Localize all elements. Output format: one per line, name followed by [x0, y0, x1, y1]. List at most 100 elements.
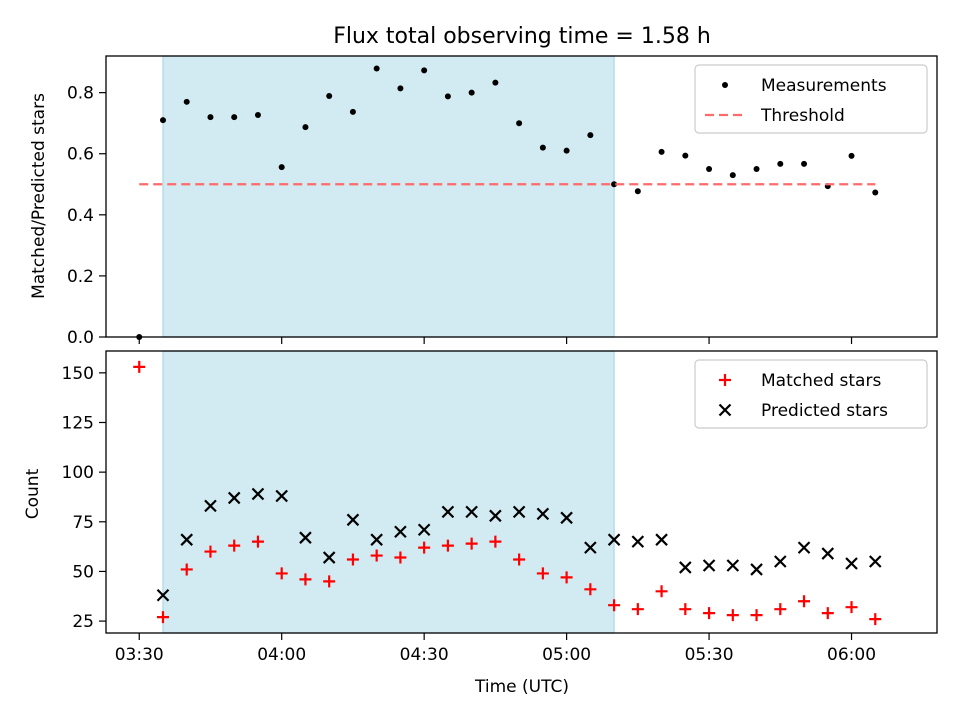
legend-label: Threshold: [760, 106, 845, 126]
measurement-point: [468, 89, 475, 96]
measurement-point: [611, 181, 618, 188]
bottom-panel: 25 50 75 100 125 150 03:30 04:00 04:30 05:00 05:30…: [62, 350, 938, 665]
matched-star-marker: [180, 563, 193, 576]
matched-star-marker: [655, 585, 668, 598]
plot-frame: [105, 55, 938, 338]
legend-matched-swatch: [719, 374, 731, 386]
y-tick-label: 50: [72, 562, 94, 582]
matched-star-marker: [228, 539, 241, 552]
y-tick-label: 75: [72, 513, 94, 533]
predicted-star-marker: [251, 487, 265, 501]
y-tick-label: 0.6: [67, 145, 94, 165]
measurement-point: [397, 85, 404, 92]
measurement-point: [231, 114, 238, 121]
matched-star-marker: [536, 567, 549, 580]
matched-star-marker: [869, 613, 882, 626]
y-tick-label: 0.8: [67, 84, 94, 104]
measurement-point: [539, 144, 546, 151]
x-tick-label: 06:00: [827, 645, 876, 665]
x-axis-label: Time (UTC): [474, 677, 569, 697]
matched-star-marker: [299, 573, 312, 586]
predicted-star-marker: [821, 547, 835, 560]
matched-star-marker: [251, 535, 264, 548]
legend-label: Matched stars: [761, 371, 881, 391]
measurement-point: [373, 65, 380, 72]
measurement-point: [278, 164, 285, 171]
measurement-point: [302, 124, 309, 131]
top-panel: 0.0 0.2 0.4 0.6 0.8 Measurements Threshold: [67, 55, 938, 348]
predicted-star-marker: [489, 509, 502, 523]
measurement-point: [658, 148, 665, 155]
predicted-star-marker: [868, 555, 882, 568]
matched-star-marker: [631, 603, 644, 616]
bottom-y-axis-label: Count: [23, 468, 43, 519]
measurement-point: [254, 111, 261, 118]
observing-window-shade: [162, 350, 615, 634]
predicted-star-marker: [679, 561, 692, 574]
predicted-star-marker: [441, 505, 455, 519]
measurement-point: [183, 98, 190, 105]
measurement-point: [516, 120, 523, 127]
matched-star-marker: [323, 575, 336, 588]
measurement-point: [777, 160, 784, 167]
matched-star-marker: [726, 609, 739, 622]
matched-star-marker: [441, 539, 454, 552]
measurement-point: [801, 160, 808, 167]
legend-label: Measurements: [761, 76, 887, 96]
matched-star-marker: [133, 360, 146, 373]
matched-star-marker: [845, 601, 858, 614]
matched-star-marker: [608, 599, 621, 612]
legend-box: [694, 359, 928, 429]
measurement-point: [682, 152, 689, 159]
predicted-star-marker: [180, 533, 194, 546]
predicted-star-marker: [299, 531, 312, 544]
predicted-star-marker: [346, 513, 360, 527]
predicted-star-marker: [797, 541, 811, 554]
observing-window-shade: [162, 55, 615, 338]
legend-predicted-swatch: [718, 403, 732, 417]
predicted-star-marker: [726, 559, 740, 572]
legend-label: Predicted stars: [761, 401, 888, 421]
matched-star-marker: [750, 609, 763, 622]
predicted-star-marker: [465, 505, 478, 519]
measurement-point: [207, 114, 214, 121]
matched-star-marker: [370, 549, 383, 562]
predicted-star-marker: [774, 555, 787, 568]
matched-star-marker: [584, 583, 597, 596]
predicted-star-marker: [702, 559, 716, 572]
predicted-star-marker: [204, 499, 217, 513]
x-tick-label: 05:30: [685, 645, 734, 665]
measurement-point: [492, 79, 499, 86]
measurement-point: [587, 132, 594, 139]
figure-title: Flux total observing time = 1.58 h: [333, 24, 711, 49]
measurement-point: [421, 67, 428, 74]
matched-star-marker: [560, 571, 573, 584]
x-tick-label: 04:00: [257, 645, 306, 665]
top-y-axis-label: Matched/Predicted stars: [29, 93, 49, 299]
predicted-star-marker: [536, 507, 550, 521]
predicted-star-marker: [394, 525, 407, 538]
y-tick-label: 0.0: [67, 328, 94, 348]
measurement-point: [326, 93, 333, 100]
measurement-point: [753, 166, 760, 173]
matched-star-marker: [418, 541, 431, 554]
matched-star-marker: [679, 603, 692, 616]
y-tick-label: 125: [62, 413, 94, 433]
x-tick-label: 05:00: [542, 645, 591, 665]
measurement-point: [349, 108, 356, 115]
predicted-star-marker: [655, 533, 668, 546]
matched-star-marker: [703, 607, 716, 620]
predicted-star-marker: [322, 551, 336, 564]
predicted-star-marker: [227, 491, 241, 505]
y-tick-label: 0.4: [67, 206, 94, 226]
y-tick-label: 0.2: [67, 267, 94, 287]
predicted-star-marker: [750, 563, 763, 576]
matched-star-marker: [394, 551, 407, 564]
x-tick-label: 04:30: [400, 645, 449, 665]
plot-frame: [105, 350, 938, 634]
y-tick-label: 25: [72, 612, 94, 632]
predicted-star-marker: [584, 541, 597, 554]
x-tick-label: 03:30: [115, 645, 164, 665]
matched-star-marker: [489, 535, 502, 548]
